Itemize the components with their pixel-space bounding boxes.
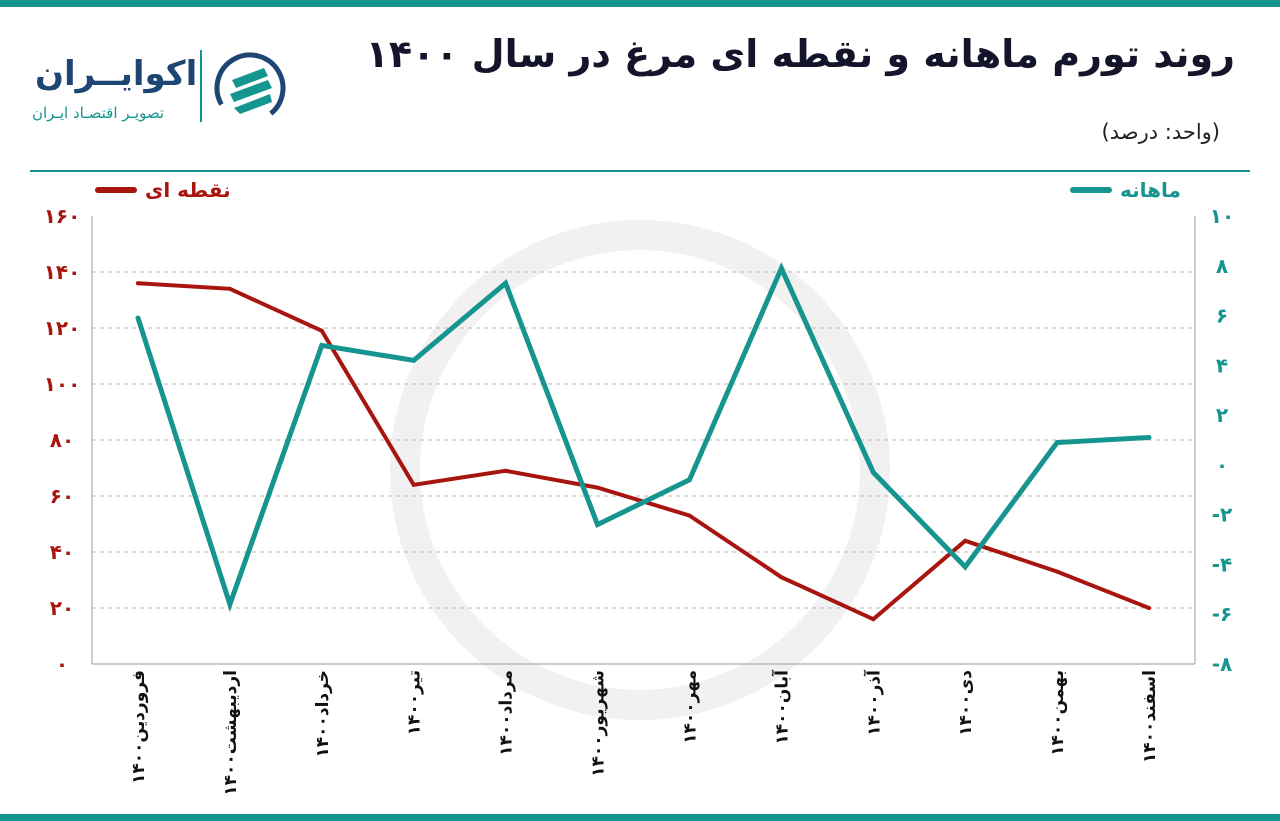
x-tick-label: تیر۱۴۰۰ bbox=[405, 670, 425, 735]
left-tick-label: ۸۰ bbox=[50, 428, 74, 452]
data-point bbox=[779, 575, 784, 580]
top-accent-bar bbox=[0, 0, 1280, 7]
x-tick-label: آبان۱۴۰۰ bbox=[770, 669, 792, 745]
left-tick-label: ۱۴۰ bbox=[44, 260, 81, 284]
legend-monthly-label: ماهانه bbox=[1120, 178, 1181, 202]
chart-unit: (واحد: درصد) bbox=[1101, 120, 1220, 144]
data-point bbox=[687, 513, 692, 518]
data-point bbox=[411, 482, 416, 487]
data-point bbox=[503, 468, 508, 473]
series-point-line bbox=[136, 281, 1151, 622]
logo: اکوایــران تصویـر اقتصـاد ایـران bbox=[30, 40, 290, 130]
x-tick-label: دی۱۴۰۰ bbox=[956, 670, 976, 736]
right-tick-label: ۴ bbox=[1216, 353, 1228, 377]
x-tick-label: بهمن۱۴۰۰ bbox=[1048, 670, 1068, 756]
data-point bbox=[135, 281, 140, 286]
data-point bbox=[1055, 569, 1060, 574]
right-tick-label: ۶ bbox=[1216, 304, 1228, 328]
data-point bbox=[227, 602, 232, 607]
legend-monthly: ماهانه bbox=[1070, 178, 1181, 202]
left-tick-label: ۰ bbox=[56, 652, 68, 676]
left-tick-label: ۱۲۰ bbox=[44, 316, 81, 340]
x-tick-label: اردیبهشت۱۴۰۰ bbox=[221, 670, 241, 796]
bottom-accent-bar bbox=[0, 814, 1280, 821]
right-tick-label: ۲ bbox=[1216, 403, 1228, 427]
data-point bbox=[595, 485, 600, 490]
x-tick-label: شهریور۱۴۰۰ bbox=[589, 670, 609, 777]
left-tick-label: ۱۰۰ bbox=[44, 372, 81, 396]
left-tick-label: ۴۰ bbox=[50, 540, 74, 564]
data-point bbox=[411, 358, 416, 363]
right-tick-label: ۸ bbox=[1216, 254, 1228, 278]
data-point bbox=[1147, 606, 1152, 610]
x-tick-label: اسفند۱۴۰۰ bbox=[1140, 670, 1160, 763]
x-tick-label: خرداد۱۴۰۰ bbox=[313, 670, 333, 758]
series-monthly-line bbox=[135, 262, 1152, 613]
right-tick-label: -۴ bbox=[1212, 552, 1233, 576]
legend-point: نقطه ای bbox=[95, 178, 231, 202]
data-point bbox=[319, 343, 324, 348]
data-point bbox=[687, 477, 692, 482]
data-point bbox=[503, 281, 508, 286]
x-tick-label: مهر۱۴۰۰ bbox=[680, 670, 700, 744]
data-point bbox=[963, 564, 968, 569]
x-tick-label: فروردین۱۴۰۰ bbox=[129, 670, 149, 784]
legend-point-label: نقطه ای bbox=[145, 178, 231, 202]
data-point bbox=[871, 470, 876, 475]
right-tick-label: ۱۰ bbox=[1210, 204, 1234, 228]
data-point bbox=[135, 316, 140, 321]
right-tick-label: -۲ bbox=[1212, 503, 1233, 527]
left-tick-label: ۲۰ bbox=[50, 596, 74, 620]
logo-tagline: تصویـر اقتصـاد ایـران bbox=[32, 104, 165, 122]
header-separator bbox=[30, 170, 1250, 172]
left-tick-label: ۱۶۰ bbox=[44, 204, 81, 228]
legend-point-swatch bbox=[95, 187, 137, 193]
logo-divider bbox=[200, 50, 202, 122]
logo-mark-icon bbox=[214, 52, 286, 124]
right-tick-label: -۶ bbox=[1212, 602, 1233, 626]
data-point bbox=[779, 266, 784, 271]
right-tick-label: ۰ bbox=[1216, 453, 1228, 477]
data-point bbox=[871, 617, 876, 622]
x-tick-label: مرداد۱۴۰۰ bbox=[497, 670, 517, 756]
x-tick-label: آذر۱۴۰۰ bbox=[862, 669, 884, 736]
data-point bbox=[963, 538, 968, 543]
chart-title: روند تورم ماهانه و نقطه ای مرغ در سال ۱۴… bbox=[365, 32, 1235, 76]
data-point bbox=[1055, 440, 1060, 445]
data-point bbox=[595, 522, 600, 527]
left-tick-label: ۶۰ bbox=[50, 484, 74, 508]
logo-name: اکوایــران bbox=[35, 54, 198, 94]
right-tick-label: -۸ bbox=[1212, 652, 1233, 676]
data-point bbox=[227, 286, 232, 291]
data-point bbox=[319, 328, 324, 333]
data-point bbox=[1147, 435, 1152, 440]
legend-monthly-swatch bbox=[1070, 187, 1112, 193]
